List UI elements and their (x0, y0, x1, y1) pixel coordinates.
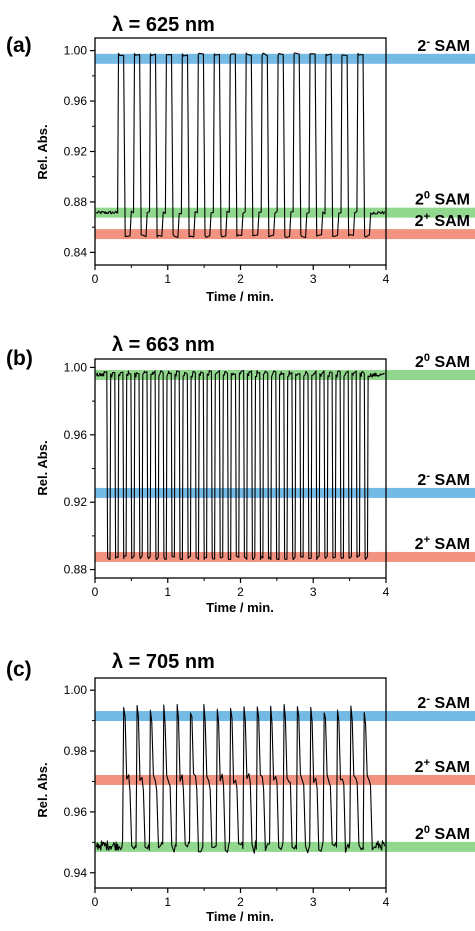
panel-c-ticks: 0 1 2 3 4 0.94 0.96 0.98 1.00 (64, 683, 390, 909)
panel-b-ytick-label: 0.96 (64, 428, 88, 442)
panel-b-xlabel: Time / min. (206, 600, 274, 615)
panel-c-band-label-minus: 2- SAM (417, 693, 470, 712)
panel-b-band-label-plus: 2+ SAM (415, 534, 470, 553)
panel-b-annotations: 20 SAM 2- SAM 2+ SAM (415, 352, 470, 553)
panel-b-ylabel: Rel. Abs. (35, 440, 50, 495)
panel-b-ytick-label: 0.92 (64, 495, 88, 509)
panel-c-band-label-plus: 2+ SAM (415, 757, 470, 776)
panel-a-letter: (a) (6, 34, 32, 57)
panel-c-xtick-label: 4 (383, 895, 390, 909)
panel-a-title: λ = 625 nm (112, 14, 215, 36)
panel-c-letter: (c) (6, 658, 32, 681)
panel-b-band-minus (95, 487, 475, 498)
panel-a: (a) λ = 625 nm Rel. Abs. Time / min. 0 1 2… (6, 14, 475, 304)
panel-a-xlabel: Time / min. (206, 289, 274, 304)
panel-b-title: λ = 663 nm (112, 334, 215, 356)
panel-b: (b) λ = 663 nm Rel. Abs. Time / min. 0 1 2… (6, 334, 475, 615)
panel-a-ytick-label: 0.96 (64, 94, 88, 108)
panel-a-ylabel: Rel. Abs. (35, 124, 50, 179)
panel-b-letter: (b) (6, 347, 33, 370)
panel-c: (c) λ = 705 nm Rel. Abs. Time / min. 0 1 2… (6, 651, 475, 924)
panel-a-band-label-zero: 20 SAM (415, 190, 470, 209)
panel-a-band-label-plus: 2+ SAM (415, 211, 470, 230)
panel-b-ytick-label: 1.00 (64, 360, 88, 374)
panel-a-xtick-label: 3 (310, 272, 317, 286)
panel-c-band-zero (95, 841, 475, 852)
panel-a-ytick-label: 1.00 (64, 44, 88, 58)
panel-b-xtick-label: 2 (237, 585, 244, 599)
panel-c-ylabel: Rel. Abs. (35, 762, 50, 817)
panel-a-xtick-label: 0 (92, 272, 99, 286)
panel-a-band-minus (95, 53, 475, 64)
panel-c-xtick-label: 3 (310, 895, 317, 909)
panel-a-ytick-label: 0.92 (64, 145, 88, 159)
panel-c-annotations: 2- SAM 2+ SAM 20 SAM (415, 693, 470, 843)
panel-c-trace (95, 704, 386, 854)
panel-a-xtick-label: 1 (164, 272, 171, 286)
panel-c-ytick-label: 0.96 (64, 805, 88, 819)
panel-a-annotations: 2- SAM 20 SAM 2+ SAM (415, 36, 470, 230)
panel-c-xtick-label: 1 (164, 895, 171, 909)
panel-b-xtick-label: 3 (310, 585, 317, 599)
panel-a-ytick-label: 0.88 (64, 195, 88, 209)
panel-c-ytick-label: 0.98 (64, 744, 88, 758)
panel-b-trace (95, 369, 385, 561)
panel-b-band-label-zero: 20 SAM (415, 352, 470, 371)
panel-c-ytick-label: 0.94 (64, 866, 88, 880)
panel-c-xlabel: Time / min. (206, 909, 274, 924)
panel-c-xtick-label: 0 (92, 895, 99, 909)
panel-a-ytick-label: 0.84 (64, 245, 88, 259)
panel-a-ticks: 0 1 2 3 4 0.84 0.88 0.92 0.96 1.00 (64, 44, 390, 286)
panel-b-band-zero (95, 370, 475, 381)
panel-c-xtick-label: 2 (237, 895, 244, 909)
panel-b-xtick-label: 1 (164, 585, 171, 599)
panel-b-xtick-label: 0 (92, 585, 99, 599)
panel-c-ytick-label: 1.00 (64, 683, 88, 697)
panel-a-band-label-minus: 2- SAM (417, 36, 470, 55)
panel-a-xtick-label: 4 (383, 272, 390, 286)
panel-a-xtick-label: 2 (237, 272, 244, 286)
panel-b-ytick-label: 0.88 (64, 563, 88, 577)
panel-c-band-plus (95, 774, 475, 785)
panel-b-band-label-minus: 2- SAM (417, 470, 470, 489)
panel-c-title: λ = 705 nm (112, 651, 215, 673)
panel-a-trace (96, 52, 386, 239)
panel-c-band-label-zero: 20 SAM (415, 824, 470, 843)
panel-b-ticks: 0 1 2 3 4 0.88 0.92 0.96 1.00 (64, 360, 390, 599)
panel-b-xtick-label: 4 (383, 585, 390, 599)
